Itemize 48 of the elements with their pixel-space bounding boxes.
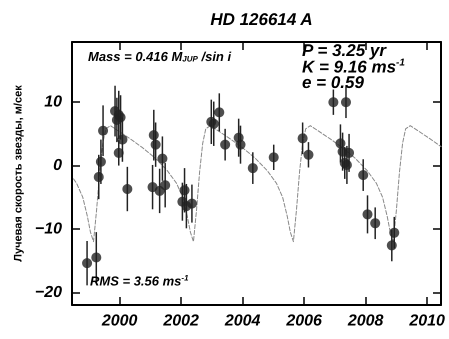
annotation: e = 0.59 <box>302 73 364 92</box>
point <box>344 148 354 158</box>
annotation: P = 3.25 yr <box>302 41 388 60</box>
point <box>82 258 92 268</box>
point <box>370 218 380 228</box>
x-tick-label: 2008 <box>346 312 384 330</box>
point <box>386 240 397 250</box>
point <box>148 182 158 192</box>
point <box>220 140 230 150</box>
x-tick-label: 2000 <box>100 312 138 330</box>
point <box>116 112 126 122</box>
point <box>180 185 190 196</box>
point <box>208 118 219 129</box>
point <box>94 172 104 182</box>
y-tick-label: 0 <box>53 157 62 174</box>
y-tick-label: −20 <box>34 284 62 301</box>
point <box>160 180 170 190</box>
point <box>122 184 132 194</box>
point <box>335 138 346 148</box>
point <box>298 133 308 144</box>
point <box>328 97 338 108</box>
point <box>236 140 246 150</box>
point <box>303 150 314 160</box>
x-tick-label: 2006 <box>285 312 322 330</box>
annotation: Mass = 0.416 MJUP /sin i <box>88 49 232 64</box>
point <box>98 126 108 136</box>
point <box>114 148 124 158</box>
point <box>214 107 224 118</box>
x-tick-label: 2010 <box>408 312 446 330</box>
point <box>358 170 368 180</box>
y-tick-label: −10 <box>34 220 62 238</box>
point <box>248 163 258 174</box>
point <box>186 198 197 209</box>
x-tick-label: 2004 <box>224 312 261 330</box>
point <box>148 130 159 140</box>
chart-title: HD 126614 A <box>210 10 313 29</box>
point <box>340 97 351 108</box>
x-tick-label: 2002 <box>162 312 200 330</box>
point <box>389 228 400 238</box>
point <box>96 156 106 167</box>
point <box>268 152 279 162</box>
point <box>157 154 168 164</box>
point <box>150 140 161 150</box>
y-tick-label: 10 <box>44 94 62 111</box>
point <box>362 209 373 220</box>
y-axis-title: Лучевая скорость звезды, м/сек <box>12 84 24 262</box>
point <box>117 134 128 145</box>
point <box>91 252 102 262</box>
